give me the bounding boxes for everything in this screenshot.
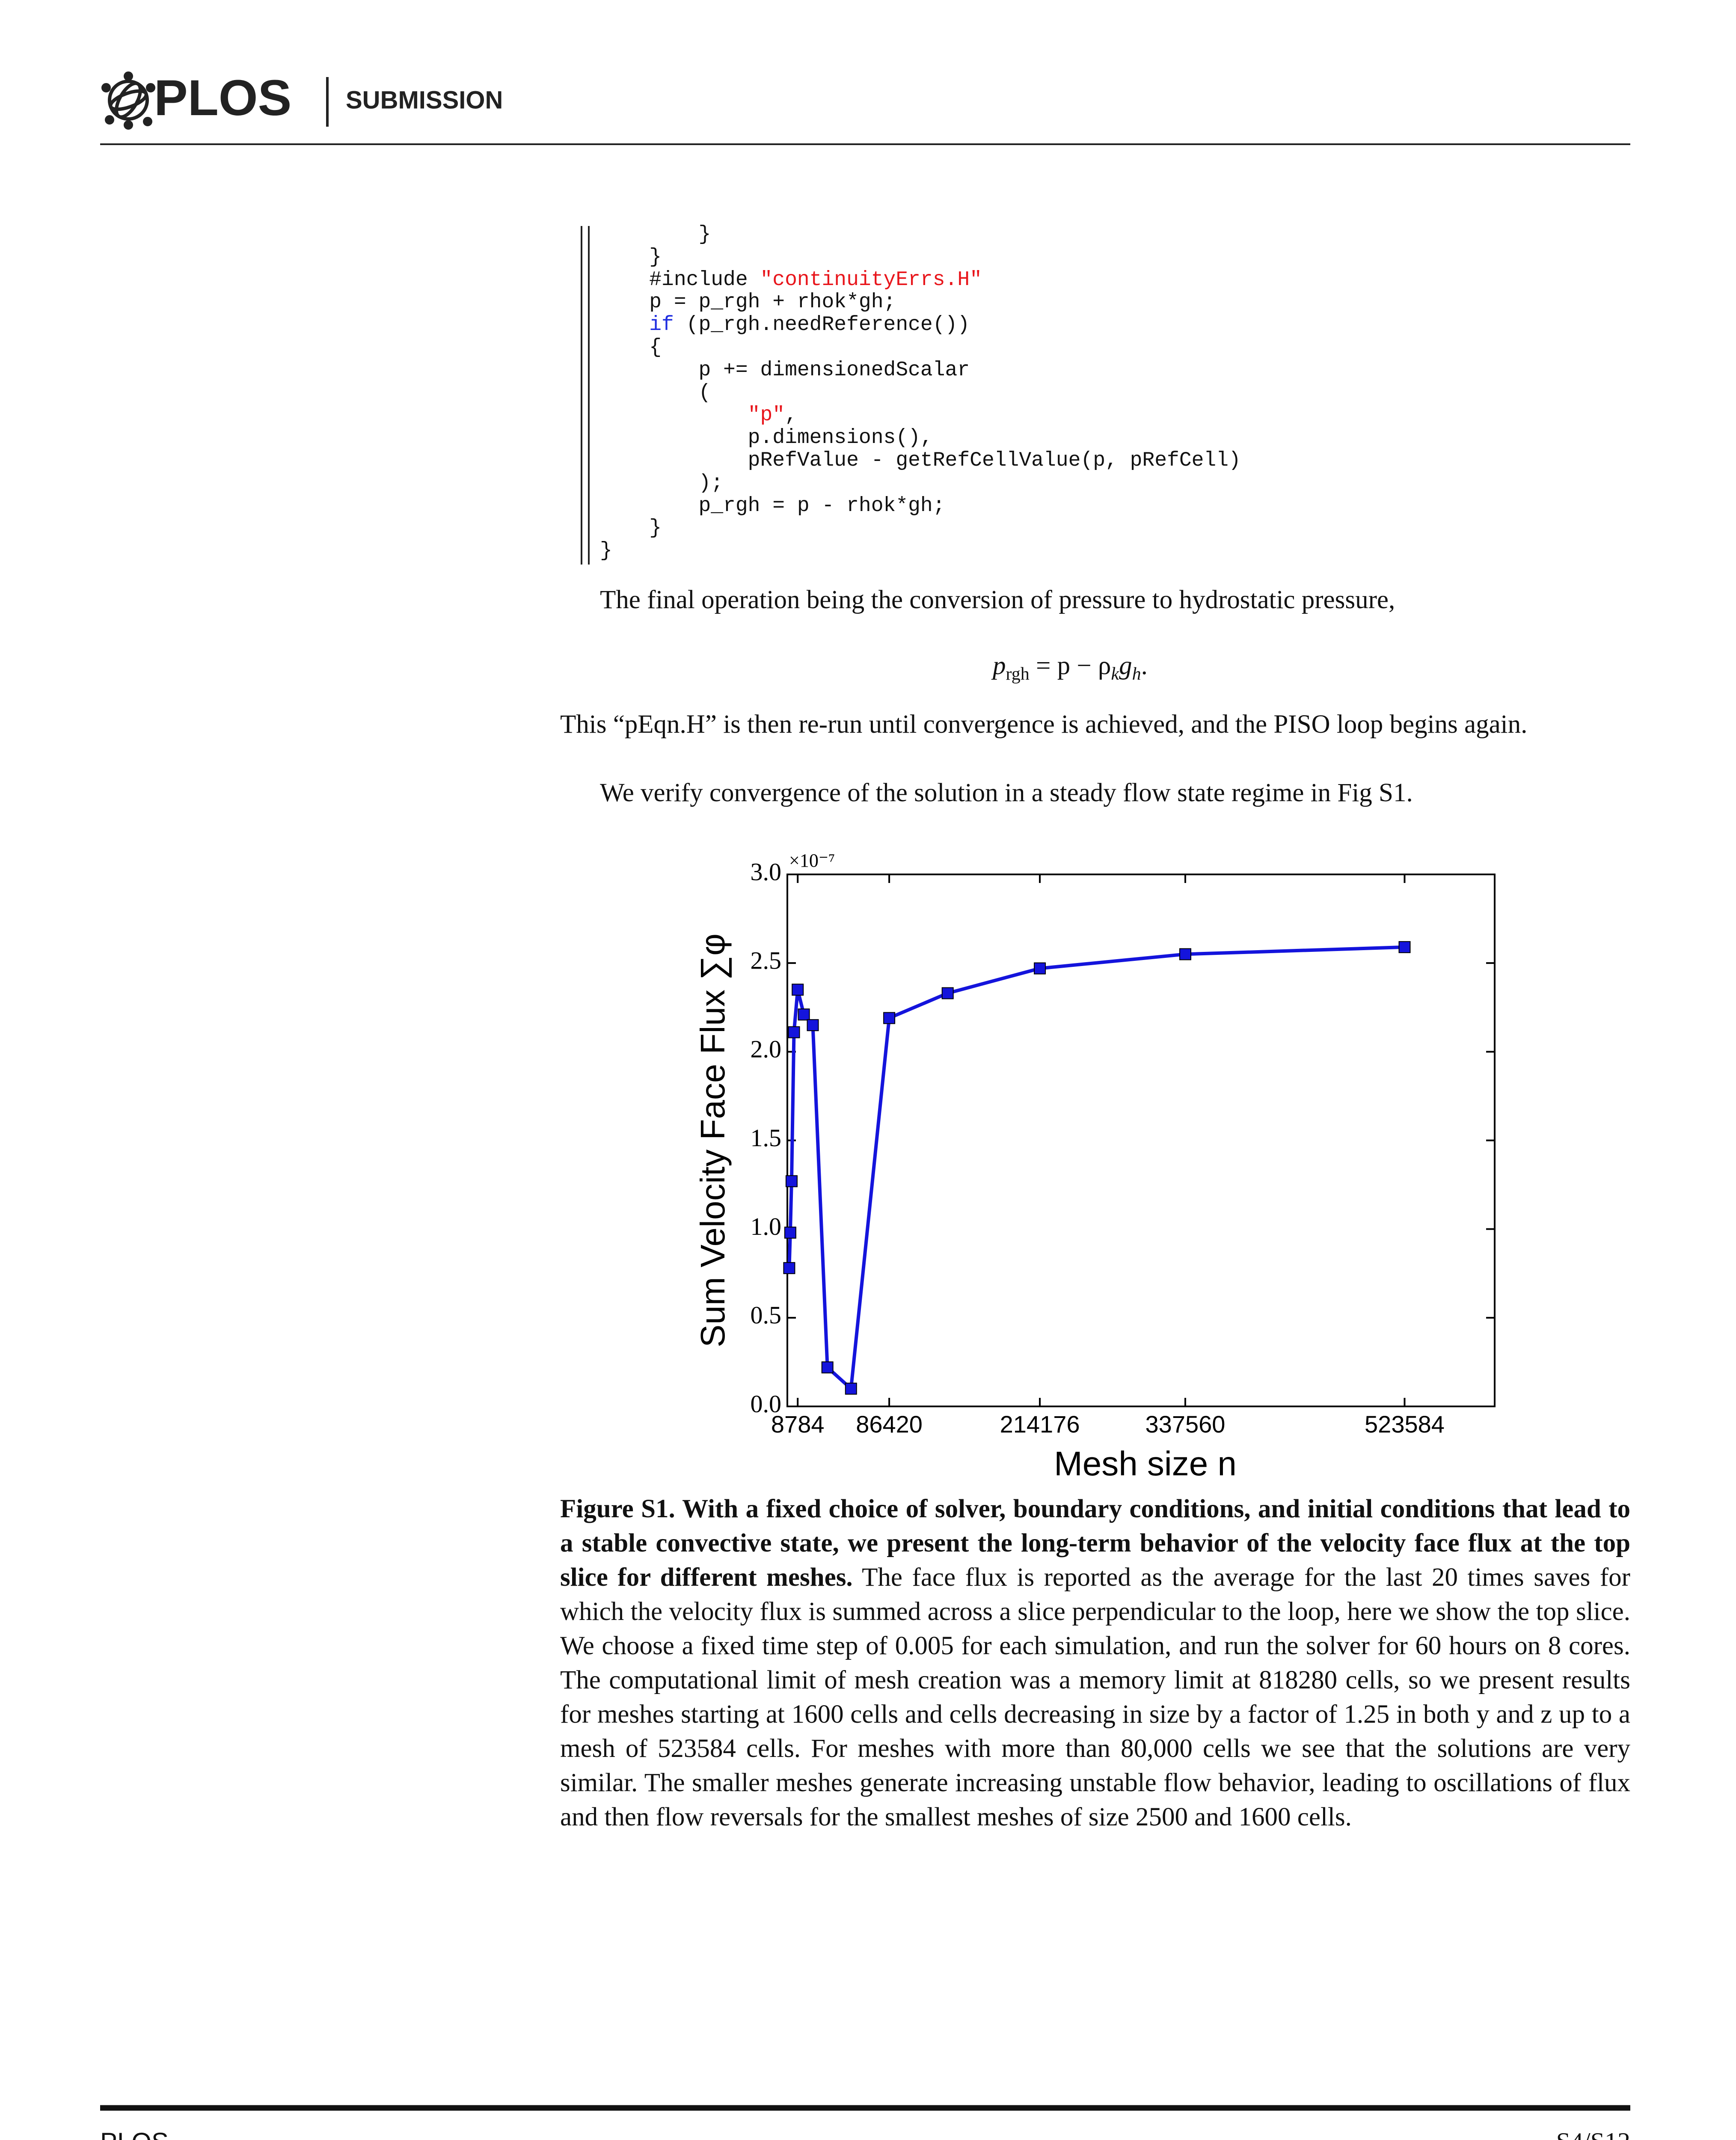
- point: [1034, 962, 1046, 975]
- code-line: #include "continuityErrs.H": [600, 268, 1241, 291]
- caption: Figure S1. With a fixed choice of solver…: [560, 1492, 1630, 1834]
- point: [788, 1026, 800, 1038]
- paragraph: This “pEqn.H” is then re-run until conve…: [560, 710, 1528, 739]
- code-token: (: [600, 381, 711, 404]
- code-line: if (p_rgh.needReference()): [600, 314, 1241, 336]
- caption-text: The face flux is reported as the average…: [560, 1563, 1630, 1831]
- code-line: "p",: [600, 404, 1241, 427]
- code-token: }: [600, 245, 662, 269]
- equation: prgh = p − ρkgh.: [993, 649, 1148, 691]
- code-line: }: [600, 223, 1241, 246]
- eq-sub: k: [1111, 664, 1119, 684]
- eq-sub: rgh: [1006, 664, 1030, 684]
- point: [792, 984, 804, 996]
- code-line: {: [600, 336, 1241, 359]
- code-token: p.dimensions(),: [600, 426, 933, 450]
- footer-left: PLOS: [100, 2127, 169, 2140]
- eq-part: .: [1141, 651, 1148, 680]
- footer-right: S4/S12: [1556, 2127, 1630, 2140]
- code-token: }: [600, 223, 711, 246]
- y-tick-label: 0.5: [751, 1301, 782, 1329]
- code-line: pRefValue - getRefCellValue(p, pRefCell): [600, 449, 1241, 472]
- eq-part: p: [993, 651, 1006, 680]
- code-line: (: [600, 381, 1241, 404]
- series-line: [787, 945, 1405, 1391]
- code-token: (p_rgh.needReference()): [674, 313, 970, 337]
- code-token: "p": [748, 404, 785, 427]
- header-label: SUBMISSION: [346, 86, 503, 114]
- code-line: }: [600, 540, 1241, 562]
- axis-multiplier: ×10⁻⁷: [789, 850, 835, 871]
- chart: 0.0 0.5 1.0 1.5 2.0 2.5 3.0 8784 86420 214176 3375…: [694, 850, 1496, 1483]
- code-token: }: [600, 517, 662, 540]
- code-line: p.dimensions(),: [600, 427, 1241, 449]
- x-tick-label: 214176: [1000, 1411, 1080, 1438]
- code-line: );: [600, 472, 1241, 495]
- x-tick-label: 8784: [771, 1411, 825, 1438]
- code-token: ,: [785, 404, 797, 427]
- code-block: } } #include "continuityErrs.H" p = p_rg…: [600, 223, 1241, 562]
- point: [784, 1226, 796, 1239]
- code-line: }: [600, 246, 1241, 269]
- code-token: p += dimensionedScalar: [600, 358, 970, 382]
- eq-part: g: [1119, 651, 1132, 680]
- point: [883, 1012, 896, 1024]
- caption-title: Figure S1. With a fixed choice of solver…: [560, 1495, 1630, 1592]
- y-tick-label: 1.0: [751, 1213, 782, 1240]
- point: [941, 987, 954, 999]
- eq-part: = p − ρ: [1029, 651, 1111, 680]
- point: [798, 1008, 810, 1021]
- code-line: p_rgh = p - rhok*gh;: [600, 494, 1241, 517]
- x-tick-label: 86420: [856, 1411, 923, 1438]
- code-token: {: [600, 336, 662, 359]
- x-axis-label: Mesh size n: [1054, 1444, 1237, 1483]
- plot-frame: [786, 874, 1496, 1407]
- logo-icon: [101, 71, 155, 130]
- y-tick-label: 1.5: [751, 1124, 782, 1152]
- code-token: }: [600, 539, 612, 563]
- point: [845, 1382, 857, 1395]
- point: [821, 1361, 834, 1373]
- point: [785, 1175, 798, 1187]
- point: [807, 1019, 819, 1031]
- paragraph: We verify convergence of the solution in…: [600, 779, 1413, 807]
- code-token: p = p_rgh + rhok*gh;: [600, 291, 896, 314]
- y-tick-label: 0.0: [751, 1390, 782, 1418]
- code-line: }: [600, 517, 1241, 540]
- y-tick-label: 2.0: [751, 1035, 782, 1063]
- x-tick-label: 337560: [1145, 1411, 1226, 1438]
- code-line: p = p_rgh + rhok*gh;: [600, 291, 1241, 314]
- point: [1179, 948, 1191, 960]
- eq-sub: h: [1132, 664, 1141, 684]
- code-line: p += dimensionedScalar: [600, 359, 1241, 382]
- y-tick-label: 3.0: [751, 858, 782, 886]
- code-token: );: [600, 471, 724, 495]
- point: [1398, 941, 1411, 953]
- code-token: #include: [600, 268, 760, 291]
- logo-text: PLOS: [154, 70, 291, 126]
- code-token: [600, 313, 649, 336]
- code-token: pRefValue - getRefCellValue(p, pRefCell): [600, 449, 1241, 472]
- code-token: p_rgh = p - rhok*gh;: [600, 494, 945, 517]
- y-tick-label: 2.5: [751, 946, 782, 974]
- point: [783, 1262, 795, 1274]
- paragraph: The final operation being the conversion…: [600, 586, 1395, 614]
- code-token: "continuityErrs.H": [760, 268, 982, 291]
- x-tick-label: 523584: [1365, 1411, 1445, 1438]
- code-token: [600, 404, 748, 427]
- code-token: if: [649, 313, 674, 337]
- y-axis-label: Sum Velocity Face Flux ∑φ: [694, 933, 732, 1347]
